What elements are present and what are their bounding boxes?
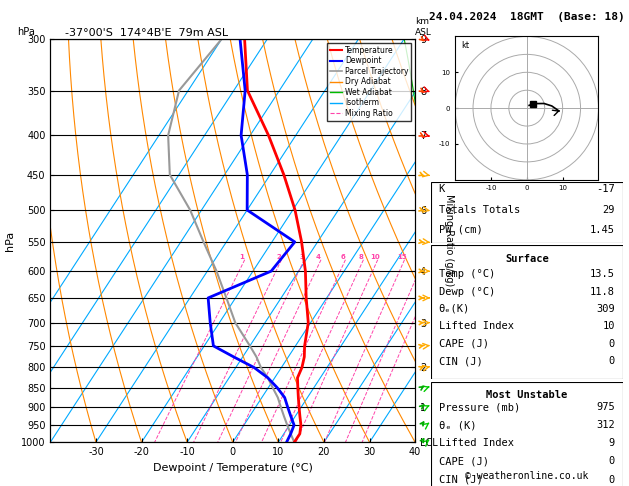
- Text: 1.45: 1.45: [590, 225, 615, 235]
- Text: 309: 309: [596, 304, 615, 314]
- Text: 8: 8: [359, 254, 363, 260]
- Text: θₑ (K): θₑ (K): [438, 420, 476, 431]
- Text: 3: 3: [299, 254, 304, 260]
- Text: 9: 9: [609, 438, 615, 449]
- Text: 312: 312: [596, 420, 615, 431]
- Text: 975: 975: [596, 402, 615, 412]
- Text: Lifted Index: Lifted Index: [438, 438, 513, 449]
- Text: Most Unstable: Most Unstable: [486, 390, 567, 399]
- Text: CIN (J): CIN (J): [438, 474, 482, 485]
- Text: 11.8: 11.8: [590, 287, 615, 296]
- Text: 1: 1: [240, 254, 244, 260]
- Text: Dewp (°C): Dewp (°C): [438, 287, 495, 296]
- Text: 10: 10: [370, 254, 380, 260]
- Text: K: K: [438, 185, 445, 194]
- Text: Pressure (mb): Pressure (mb): [438, 402, 520, 412]
- Text: hPa: hPa: [18, 27, 35, 37]
- Text: kt: kt: [461, 41, 469, 50]
- Y-axis label: Mixing Ratio (g/kg): Mixing Ratio (g/kg): [445, 194, 454, 287]
- Text: CIN (J): CIN (J): [438, 356, 482, 366]
- Text: Totals Totals: Totals Totals: [438, 205, 520, 215]
- Text: km
ASL: km ASL: [415, 17, 432, 37]
- Text: 13.5: 13.5: [590, 269, 615, 279]
- Text: 10: 10: [603, 321, 615, 331]
- Text: 0: 0: [609, 356, 615, 366]
- Text: 0: 0: [609, 456, 615, 467]
- Text: 0: 0: [609, 339, 615, 349]
- Text: Surface: Surface: [505, 254, 548, 264]
- Text: 2: 2: [276, 254, 281, 260]
- Text: 6: 6: [340, 254, 345, 260]
- Text: 15: 15: [397, 254, 407, 260]
- Legend: Temperature, Dewpoint, Parcel Trajectory, Dry Adiabat, Wet Adiabat, Isotherm, Mi: Temperature, Dewpoint, Parcel Trajectory…: [327, 43, 411, 121]
- Text: 0: 0: [609, 474, 615, 485]
- Text: 4: 4: [316, 254, 321, 260]
- Text: 24.04.2024  18GMT  (Base: 18): 24.04.2024 18GMT (Base: 18): [429, 12, 625, 22]
- Y-axis label: hPa: hPa: [6, 230, 15, 251]
- Text: -17: -17: [596, 185, 615, 194]
- Text: θₑ(K): θₑ(K): [438, 304, 470, 314]
- Text: Lifted Index: Lifted Index: [438, 321, 513, 331]
- Text: PW (cm): PW (cm): [438, 225, 482, 235]
- Text: CAPE (J): CAPE (J): [438, 456, 489, 467]
- Text: Temp (°C): Temp (°C): [438, 269, 495, 279]
- Text: CAPE (J): CAPE (J): [438, 339, 489, 349]
- X-axis label: Dewpoint / Temperature (°C): Dewpoint / Temperature (°C): [153, 463, 313, 473]
- Text: 29: 29: [603, 205, 615, 215]
- Text: -37°00'S  174°4B'E  79m ASL: -37°00'S 174°4B'E 79m ASL: [65, 28, 228, 38]
- Text: © weatheronline.co.uk: © weatheronline.co.uk: [465, 471, 589, 481]
